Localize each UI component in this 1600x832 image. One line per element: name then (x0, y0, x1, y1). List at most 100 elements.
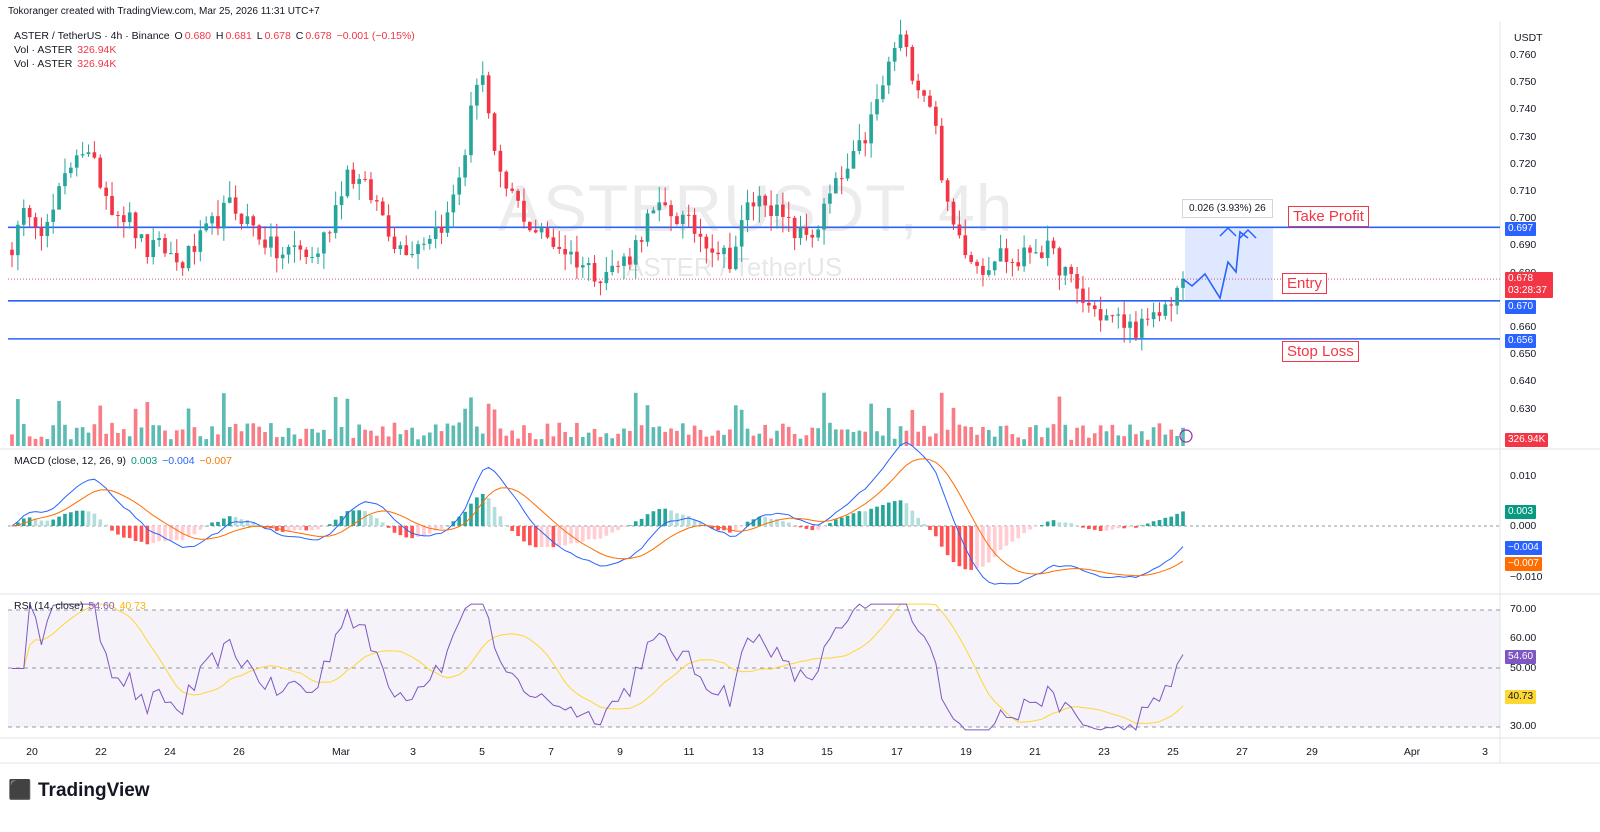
macd-histogram-bar (486, 498, 491, 526)
macd-histogram-bar (151, 526, 156, 544)
macd-histogram-bar (981, 526, 985, 567)
price-tick-label: 0.650 (1510, 348, 1537, 361)
macd-histogram-bar (427, 526, 432, 534)
volume-bar (881, 435, 885, 446)
candle-body (375, 200, 379, 202)
candle-body (1157, 312, 1162, 316)
volume-bar (86, 432, 91, 446)
macd-histogram-bar (1122, 526, 1126, 529)
volume-bar (1145, 439, 1150, 446)
candle-body (186, 245, 191, 269)
macd-histogram-bar (528, 526, 532, 546)
volume-bar (934, 433, 938, 446)
macd-histogram-bar (157, 526, 161, 542)
stop-loss-label[interactable]: Stop Loss (1282, 341, 1359, 362)
rsi-line (12, 602, 1184, 731)
volume-bar (769, 438, 773, 446)
candle-body (10, 249, 14, 256)
volume-bar (292, 434, 297, 446)
entry-label[interactable]: Entry (1282, 273, 1328, 294)
macd-histogram-bar (92, 513, 97, 526)
macd-histogram-bar (1087, 526, 1091, 530)
price-tick-label: 0.750 (1510, 76, 1537, 89)
macd-histogram-bar (586, 526, 591, 540)
volume-bar (798, 438, 803, 446)
macd-histogram-bar (163, 526, 167, 542)
candle-body (286, 246, 291, 255)
time-tick-label: 29 (1306, 746, 1318, 758)
volume-bar (498, 428, 503, 446)
macd-histogram-bar (357, 510, 362, 526)
candle-body (798, 226, 803, 239)
time-tick-label: 23 (1098, 746, 1110, 758)
volume-bar (1045, 427, 1050, 446)
macd-histogram-bar (575, 526, 579, 544)
candle-body (322, 232, 326, 254)
legend-volume-1[interactable]: Vol · ASTER 326.94K (14, 44, 117, 56)
volume-bar (327, 438, 332, 446)
macd-histogram-bar (380, 522, 385, 526)
candle-body (204, 223, 209, 231)
symbol-line[interactable]: ASTER / TetherUS · 4h · Binance (14, 30, 170, 42)
volume-bar (751, 435, 756, 446)
macd-histogram-bar (710, 526, 715, 529)
volume-bar (504, 435, 509, 446)
candle-body (51, 209, 56, 222)
macd-histogram-bar (939, 526, 944, 547)
macd-histogram-bar (733, 526, 738, 532)
volume-bar (875, 431, 879, 446)
macd-histogram-bar (610, 526, 615, 533)
candle-body (475, 84, 479, 106)
currency-label[interactable]: USDT (1514, 32, 1543, 44)
macd-histogram-bar (204, 525, 209, 527)
macd-histogram-bar (857, 511, 862, 526)
macd-histogram-bar (598, 526, 603, 539)
volume-bar (492, 409, 497, 446)
candle-body (657, 202, 662, 211)
legend-volume-2[interactable]: Vol · ASTER 326.94K (14, 58, 117, 70)
candle-body (1139, 318, 1144, 338)
volume-bar (416, 439, 420, 446)
volume-bar (1116, 435, 1121, 446)
candle-body (422, 243, 426, 245)
macd-histogram-bar (439, 526, 444, 530)
candle-body (116, 215, 120, 217)
volume-bar (163, 430, 167, 446)
macd-histogram-bar (21, 518, 26, 526)
candle-body (69, 167, 73, 174)
volume-bar (69, 439, 73, 446)
candle-body (280, 254, 285, 259)
candle-body (233, 197, 238, 214)
volume-bar (628, 430, 632, 446)
candle-body (575, 251, 579, 268)
macd-line (11, 441, 1184, 585)
time-tick-label: 5 (479, 746, 485, 758)
candle-body (692, 214, 697, 234)
legend-macd[interactable]: MACD (close, 12, 26, 9) 0.003 −0.004 −0.… (14, 455, 232, 467)
candle-body (157, 238, 161, 241)
volume-bar (316, 432, 320, 446)
candle-body (928, 95, 932, 107)
legend-rsi[interactable]: RSI (14, close) 54.60 40.73 (14, 600, 146, 612)
tradingview-logo[interactable]: ⬛ TradingView (8, 778, 150, 802)
macd-histogram-bar (775, 518, 779, 526)
candle-body (781, 204, 785, 217)
candle-body (904, 34, 909, 47)
macd-histogram-bar (1134, 526, 1138, 528)
volume-bar (963, 426, 968, 446)
candle-body (304, 249, 309, 258)
volume-bar (839, 429, 844, 446)
candle-body (1104, 315, 1109, 321)
macd-histogram-bar (539, 526, 544, 547)
candle-body (57, 186, 61, 210)
volume-bar (992, 436, 997, 446)
volume-bar (733, 405, 738, 446)
volume-bar (133, 408, 138, 446)
take-profit-label[interactable]: Take Profit (1288, 206, 1369, 227)
candle-body (1169, 304, 1174, 306)
price-tick-label: 0.710 (1510, 185, 1537, 197)
candle-body (716, 252, 720, 255)
volume-bar (669, 428, 673, 446)
price-tick-label: 0.660 (1510, 321, 1537, 333)
candle-body (433, 226, 438, 239)
